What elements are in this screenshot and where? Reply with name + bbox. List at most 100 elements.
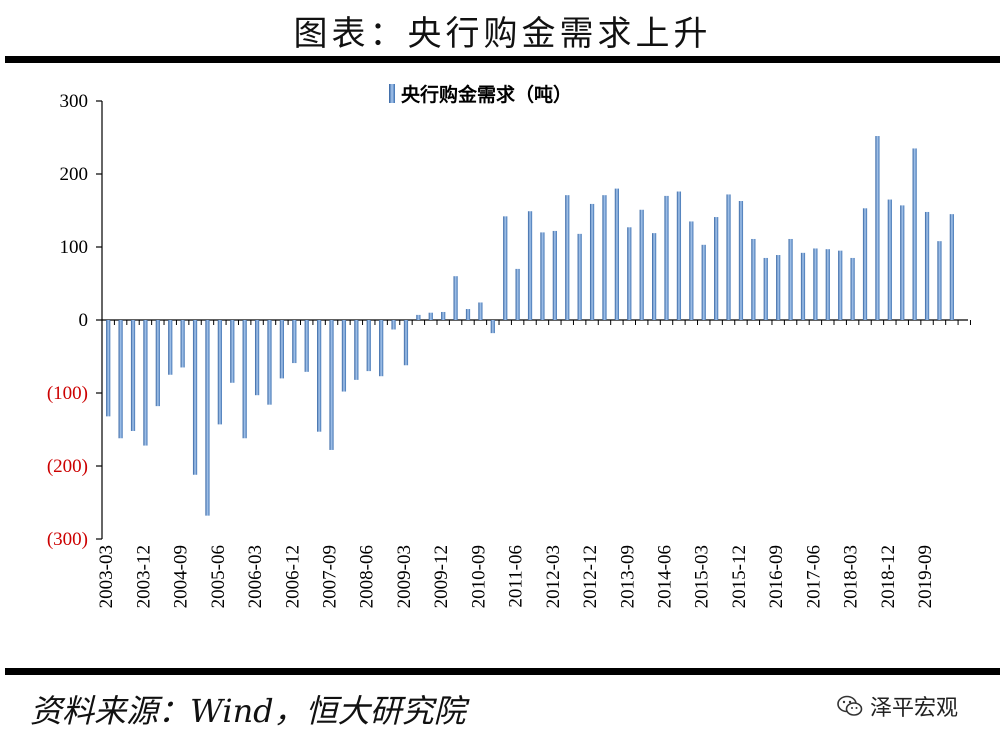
- bar-2020-03: [949, 214, 954, 320]
- x-tick-label: 2006-12: [282, 545, 303, 608]
- bar-2005-12: [242, 320, 247, 439]
- bar-2004-06: [168, 320, 173, 375]
- legend-swatch: [389, 84, 395, 103]
- bar-2015-06: [714, 217, 719, 320]
- figure-title: 图表：央行购金需求上升: [293, 14, 712, 54]
- x-tick-label: 2009-12: [431, 545, 452, 608]
- x-tick-label: 2007-09: [320, 545, 341, 608]
- bar-2017-09: [825, 249, 830, 320]
- bar-2010-03: [453, 276, 458, 320]
- bar-2018-09: [875, 136, 880, 320]
- bar-2016-09: [776, 255, 781, 320]
- y-tick-label: (300): [47, 529, 88, 550]
- bar-2005-09: [230, 320, 235, 383]
- y-tick-label: (200): [47, 456, 88, 477]
- x-tick-label: 2012-12: [580, 545, 601, 608]
- bar-2015-12: [738, 201, 744, 320]
- x-tick-label: 2006-03: [245, 545, 266, 608]
- bar-2015-09: [726, 194, 731, 320]
- y-tick-label: (100): [47, 383, 88, 404]
- bar-2009-09: [428, 312, 433, 320]
- bar-2019-12: [937, 241, 942, 320]
- bar-2014-12: [689, 221, 694, 320]
- bar-2019-03: [900, 205, 905, 320]
- bar-2017-03: [800, 252, 806, 320]
- x-tick-label: 2018-03: [841, 545, 862, 608]
- bar-2016-03: [751, 238, 756, 320]
- x-tick-label: 2019-09: [915, 545, 936, 608]
- bar-2013-06: [614, 188, 619, 320]
- bar-2018-06: [862, 208, 868, 320]
- source-note: 资料来源：Wind，恒大研究院: [30, 692, 466, 730]
- bar-2015-03: [701, 244, 706, 320]
- bar-2012-12: [589, 203, 595, 320]
- bar-2012-06: [565, 195, 570, 320]
- wechat-icon: [837, 695, 863, 716]
- bar-2019-09: [924, 211, 930, 320]
- bar-2009-03: [403, 320, 409, 366]
- x-tick-label: 2004-09: [171, 545, 192, 608]
- y-tick-label: 100: [60, 237, 89, 258]
- bar-2018-12: [887, 199, 892, 320]
- bottom-rule: [5, 668, 1000, 675]
- bar-2010-09: [478, 302, 483, 320]
- y-axis: 300 200 100 0 (100) (200) (300): [47, 91, 103, 550]
- legend: 央行购金需求（吨）: [389, 83, 572, 106]
- bar-2003-12: [143, 320, 148, 446]
- watermark-text: 泽平宏观: [870, 696, 959, 721]
- x-tick-label: 2003-03: [96, 545, 117, 608]
- bar-2005-03: [205, 320, 210, 516]
- bar-2016-06: [763, 257, 768, 320]
- bar-2006-06: [267, 320, 272, 405]
- bar-2007-06: [317, 320, 322, 432]
- bar-2013-09: [627, 227, 632, 320]
- x-tick-label: 2012-03: [543, 545, 564, 608]
- x-tick-label: 2011-06: [506, 545, 527, 608]
- x-tick-label: 2016-09: [766, 545, 787, 608]
- bar-2011-09: [527, 211, 533, 320]
- bar-2014-09: [676, 191, 682, 320]
- y-tick-label: 200: [60, 164, 89, 185]
- x-tick-label: 2018-12: [878, 545, 899, 608]
- legend-label: 央行购金需求（吨）: [401, 83, 572, 106]
- bar-2007-12: [341, 320, 347, 392]
- bar-2008-06: [366, 320, 371, 372]
- x-tick-label: 2014-06: [655, 545, 676, 608]
- x-tick-label: 2005-06: [208, 545, 229, 608]
- bar-2009-12: [441, 311, 446, 320]
- bar-2014-03: [652, 233, 657, 320]
- bar-2005-06: [217, 320, 222, 425]
- bar-2004-12: [192, 320, 198, 475]
- bar-2004-03: [155, 320, 160, 407]
- bar-2010-12: [490, 320, 495, 334]
- x-tick-label: 2009-03: [394, 545, 415, 608]
- bar-2003-06: [118, 320, 123, 439]
- x-tick-label: 2017-06: [803, 545, 824, 608]
- bar-2014-06: [664, 195, 669, 320]
- bar-2006-09: [279, 320, 284, 379]
- x-tick-label: 2015-03: [692, 545, 713, 608]
- bar-2003-03: [106, 320, 111, 417]
- top-rule: [5, 56, 1000, 63]
- bar-2003-09: [130, 320, 136, 431]
- bar-2007-03: [304, 320, 309, 372]
- x-tick-label: 2003-12: [133, 545, 154, 608]
- bar-2009-06: [416, 314, 421, 320]
- bar-2013-12: [639, 209, 644, 320]
- bar-2006-03: [254, 320, 260, 396]
- bar-2011-06: [515, 268, 520, 320]
- bar-2011-03: [503, 216, 508, 320]
- bar-2018-03: [850, 257, 855, 320]
- bar-2017-06: [813, 248, 818, 320]
- x-tick-label: 2010-09: [468, 545, 489, 608]
- bar-2008-09: [379, 320, 384, 377]
- y-tick-label: 0: [79, 310, 89, 331]
- watermark: 泽平宏观: [836, 690, 958, 722]
- bar-chart: 300 200 100 0 (100) (200) (300) 2003-03 2003-12…: [47, 83, 971, 608]
- bar-2008-12: [391, 320, 396, 330]
- bar-2008-03: [354, 320, 359, 380]
- bar-2012-03: [552, 230, 557, 320]
- y-tick-label: 300: [60, 91, 89, 112]
- bar-2004-09: [180, 320, 185, 368]
- bar-2019-06: [912, 148, 917, 320]
